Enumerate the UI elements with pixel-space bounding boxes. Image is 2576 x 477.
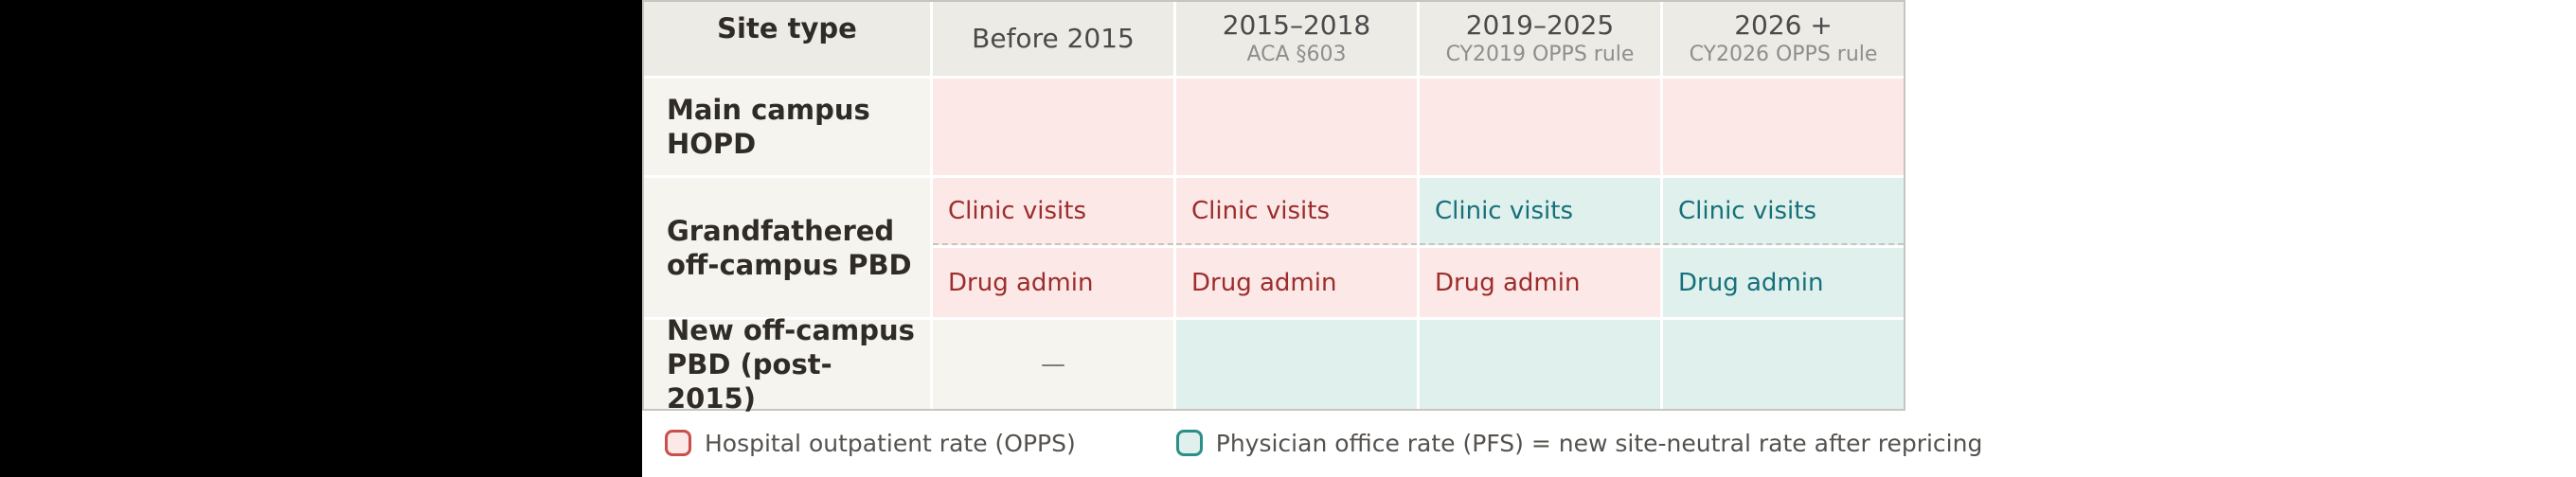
header-before-2015: Before 2015 [933,2,1173,76]
cell-text: Clinic visits [1678,196,1816,225]
legend-item-opps: Hospital outpatient rate (OPPS) [665,430,1076,457]
header-main-label: Before 2015 [972,23,1135,54]
legend: Hospital outpatient rate (OPPS) Physicia… [665,422,1982,464]
cell-drug-2019-2025: Drug admin [1420,248,1660,317]
header-main-label: 2015–2018 [1222,9,1371,41]
header-2015-2018: 2015–2018 ACA §603 [1176,2,1417,76]
em-dash: — [1041,350,1065,379]
cell-main-campus-2026-plus [1663,79,1904,175]
cell-drug-2015-2018: Drug admin [1176,248,1417,317]
row-label-text: Grandfathered off-campus PBD [667,214,912,281]
header-sub-label: ACA §603 [1246,43,1347,66]
cell-new-pbd-2019-2025 [1420,320,1660,409]
pfs-swatch-icon [1175,430,1203,456]
left-black-panel [0,0,642,477]
cell-drug-before-2015: Drug admin [933,248,1173,317]
legend-item-pfs: Physician office rate (PFS) = new site-n… [1175,429,1983,457]
cell-drug-2026-plus: Drug admin [1663,248,1904,317]
row-label-text: New off-campus PBD (post-2015) [667,314,915,415]
opps-swatch-icon [665,430,691,456]
header-main-label: 2026 + [1734,9,1833,41]
cell-new-pbd-2015-2018 [1176,320,1417,409]
cell-clinic-2019-2025: Clinic visits [1420,178,1660,245]
cell-clinic-2026-plus: Clinic visits [1663,178,1904,245]
row-label-main-campus-hopd: Main campus HOPD [644,79,930,175]
cell-text: Drug admin [1678,268,1824,297]
cell-text: Clinic visits [1191,196,1330,225]
legend-pfs-label: Physician office rate (PFS) = new site-n… [1215,429,1983,457]
cell-clinic-before-2015: Clinic visits [933,178,1173,245]
cell-text: Drug admin [1435,268,1581,297]
row-label-text: Main campus HOPD [667,94,870,160]
row-label-grandfathered-pbd: Grandfathered off-campus PBD [644,178,930,317]
cell-text: Drug admin [948,268,1094,297]
header-main-label: 2019–2025 [1465,9,1615,41]
header-2026-plus: 2026 + CY2026 OPPS rule [1663,2,1904,76]
cell-main-campus-2015-2018 [1176,79,1417,175]
header-2019-2025: 2019–2025 CY2019 OPPS rule [1420,2,1660,76]
cell-new-pbd-before-2015: — [933,320,1173,409]
cell-clinic-2015-2018: Clinic visits [1176,178,1417,245]
header-sub-label: CY2026 OPPS rule [1689,43,1878,66]
legend-opps-label: Hospital outpatient rate (OPPS) [705,429,1076,457]
cell-text: Drug admin [1191,268,1337,297]
cell-text: Clinic visits [948,196,1086,225]
row-label-new-pbd: New off-campus PBD (post-2015) [644,314,930,415]
cell-main-campus-2019-2025 [1420,79,1660,175]
cell-new-pbd-2026-plus [1663,320,1904,409]
header-site-type: Site type [644,2,930,76]
header-sub-label: CY2019 OPPS rule [1445,43,1635,66]
header-site-type-label: Site type [717,12,857,44]
site-neutral-rate-table: Site type Before 2015 2015–2018 ACA §603… [642,0,1905,415]
cell-main-campus-before-2015 [933,79,1173,175]
cell-text: Clinic visits [1435,196,1573,225]
